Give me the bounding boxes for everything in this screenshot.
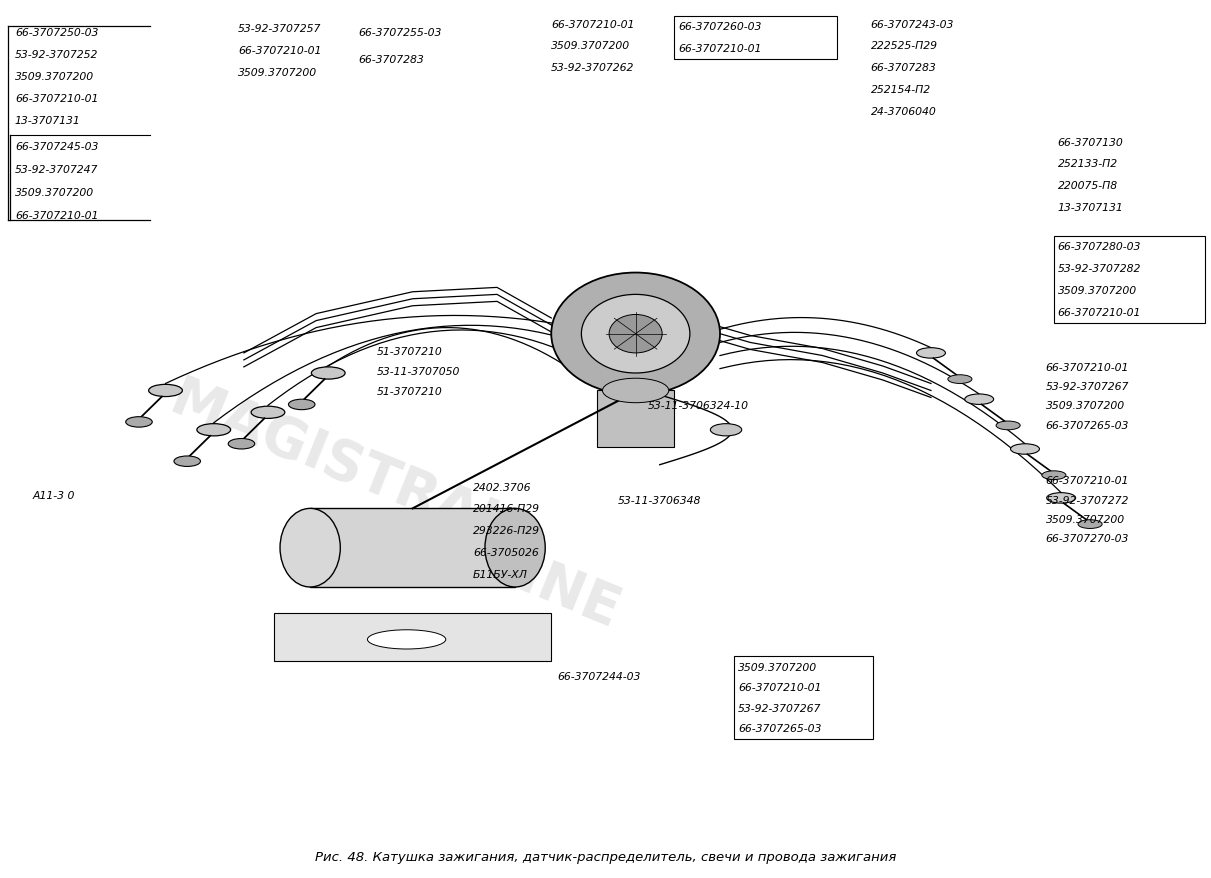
Text: 24-3706040: 24-3706040 [871,107,936,117]
Ellipse shape [917,349,946,359]
Text: MAGISTRAL: MAGISTRAL [162,372,518,558]
Circle shape [581,295,690,373]
Text: 53-92-3707252: 53-92-3707252 [15,50,98,60]
Text: 53-11-3706348: 53-11-3706348 [618,495,701,505]
Text: 66-3707210-01: 66-3707210-01 [1057,307,1141,318]
Text: ONLINE: ONLINE [390,501,627,638]
Bar [597,391,675,448]
Text: 66-3707265-03: 66-3707265-03 [737,723,821,733]
Text: Рис. 48. Катушка зажигания, датчик-распределитель, свечи и провода зажигания: Рис. 48. Катушка зажигания, датчик-распр… [315,850,896,862]
Text: 3509.3707200: 3509.3707200 [15,72,94,82]
Text: 3509.3707200: 3509.3707200 [551,41,631,52]
Text: 3509.3707200: 3509.3707200 [1045,401,1125,411]
Text: 66-3707255-03: 66-3707255-03 [358,28,442,39]
Text: Б11БУ-ХЛ: Б11БУ-ХЛ [474,569,528,579]
Text: 66-3707210-01: 66-3707210-01 [1045,363,1129,372]
Circle shape [609,315,662,354]
Text: 66-3707210-01: 66-3707210-01 [15,94,98,104]
Bar [310,508,515,587]
Bar [274,614,551,661]
Text: 3509.3707200: 3509.3707200 [737,663,817,673]
Text: 66-3707260-03: 66-3707260-03 [678,22,762,32]
Text: 66-3707270-03: 66-3707270-03 [1045,534,1129,543]
Text: 66-3707283: 66-3707283 [871,63,936,73]
Text: 53-92-3707272: 53-92-3707272 [1045,495,1129,505]
Text: А11-3 0: А11-3 0 [33,491,75,500]
Text: 53-11-3706324-10: 53-11-3706324-10 [648,401,748,411]
Ellipse shape [997,421,1020,430]
Ellipse shape [367,630,446,649]
Text: 201416-П29: 201416-П29 [474,504,540,514]
Text: 53-92-3707247: 53-92-3707247 [15,165,98,176]
Bar [1054,236,1205,324]
Ellipse shape [1010,444,1039,455]
Text: 252133-П2: 252133-П2 [1057,159,1118,169]
Text: 51-3707210: 51-3707210 [377,387,442,397]
Ellipse shape [484,508,545,587]
Ellipse shape [1041,471,1066,480]
Ellipse shape [251,407,285,419]
Ellipse shape [149,385,183,397]
Ellipse shape [1046,493,1075,504]
Text: 66-3707130: 66-3707130 [1057,137,1124,148]
Text: 66-3707250-03: 66-3707250-03 [15,28,98,39]
Ellipse shape [311,368,345,379]
Text: 13-3707131: 13-3707131 [1057,203,1124,212]
Text: 53-92-3707267: 53-92-3707267 [1045,382,1129,392]
Text: 66-3707210-01: 66-3707210-01 [1045,476,1129,486]
Text: 66-3707280-03: 66-3707280-03 [1057,242,1141,252]
Text: 252154-П2: 252154-П2 [871,85,931,95]
Text: 66-3707210-01: 66-3707210-01 [237,46,321,56]
Text: 66-3707283: 66-3707283 [358,54,424,64]
Ellipse shape [197,424,230,436]
Ellipse shape [965,394,994,405]
Text: 53-92-3707282: 53-92-3707282 [1057,264,1141,274]
Ellipse shape [280,508,340,587]
Text: 66-3705026: 66-3705026 [474,547,539,558]
Ellipse shape [174,457,201,467]
Text: 66-3707210-01: 66-3707210-01 [551,19,635,30]
Ellipse shape [126,417,153,428]
Text: 220075-П8: 220075-П8 [1057,181,1118,191]
Text: 53-11-3707050: 53-11-3707050 [377,367,460,377]
Bar [735,656,873,739]
Text: 3509.3707200: 3509.3707200 [1057,285,1137,296]
Text: 53-92-3707257: 53-92-3707257 [237,24,321,34]
Text: 3509.3707200: 3509.3707200 [15,188,94,198]
Ellipse shape [1078,520,1102,529]
Text: 66-3707244-03: 66-3707244-03 [557,672,641,681]
Ellipse shape [228,439,254,450]
Text: 53-92-3707262: 53-92-3707262 [551,63,635,73]
Text: 53-92-3707267: 53-92-3707267 [737,702,821,713]
Text: 66-3707210-01: 66-3707210-01 [737,683,821,693]
Ellipse shape [948,375,972,384]
Text: 66-3707210-01: 66-3707210-01 [15,211,98,220]
Text: 293226-П29: 293226-П29 [474,526,540,536]
Text: 66-3707245-03: 66-3707245-03 [15,141,98,152]
Ellipse shape [288,399,315,410]
Circle shape [551,273,721,395]
Text: 2402.3706: 2402.3706 [474,482,532,492]
Bar [675,17,837,61]
Text: 13-3707131: 13-3707131 [15,116,81,126]
Text: 66-3707265-03: 66-3707265-03 [1045,420,1129,430]
Text: 66-3707243-03: 66-3707243-03 [871,19,954,30]
Ellipse shape [711,424,741,436]
Text: 222525-П29: 222525-П29 [871,41,937,52]
Text: 51-3707210: 51-3707210 [377,347,442,356]
Text: 66-3707210-01: 66-3707210-01 [678,44,762,54]
Text: 3509.3707200: 3509.3707200 [1045,515,1125,524]
Text: 3509.3707200: 3509.3707200 [237,68,317,77]
Ellipse shape [603,378,668,403]
